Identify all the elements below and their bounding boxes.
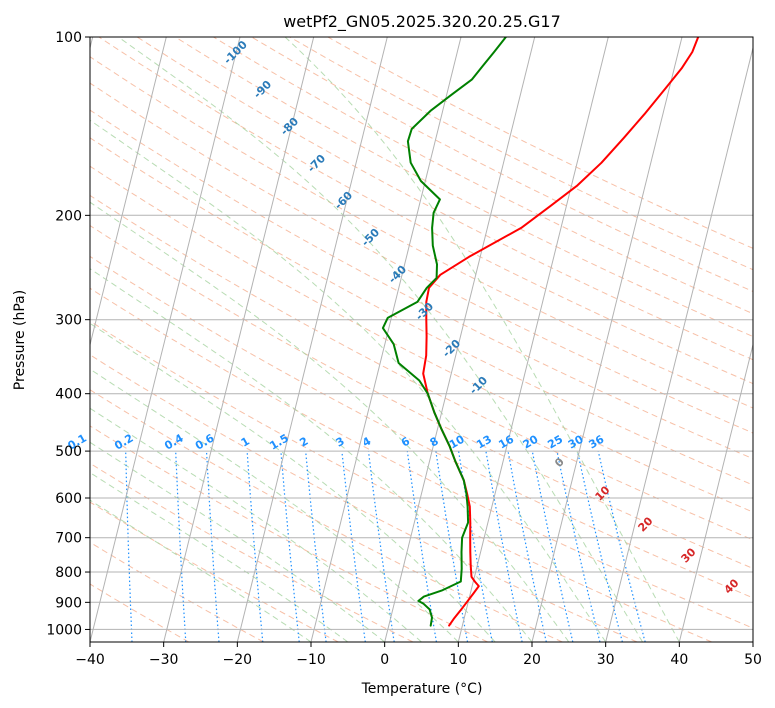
dry-adiabat-line: [90, 82, 753, 434]
mixing-ratio-line: [531, 450, 574, 642]
isotherm-line: [163, 37, 315, 642]
x-tick-label: −30: [149, 652, 179, 668]
dry-adiabat-line: [90, 320, 712, 642]
moist-adiabat-line: [90, 407, 422, 642]
isotherm-line: [678, 342, 753, 642]
x-tick-label: −20: [223, 652, 253, 668]
dry-adiabat-line: [174, 37, 753, 338]
chart-title: wetPf2_GN05.2025.320.20.25.G17: [283, 12, 561, 32]
plot-frame: [89, 36, 754, 643]
isotherm-line: [90, 37, 241, 642]
isotherm-line: [310, 37, 462, 642]
y-tick-label: 300: [55, 313, 82, 329]
isotherm-line: [384, 37, 536, 642]
x-tick-label: 10: [449, 652, 467, 668]
y-axis-label: Pressure (hPa): [12, 290, 28, 390]
x-tick-label: 20: [523, 652, 541, 668]
mixing-ratio-line: [485, 450, 523, 642]
moist-adiabat-line: [90, 472, 349, 642]
grid-layer: [90, 37, 753, 642]
moist-adiabat-line: [284, 37, 680, 642]
isotherm-line: [531, 37, 683, 642]
x-tick-label: 40: [670, 652, 688, 668]
y-tick-label: 700: [55, 531, 82, 547]
dewpoint-profile-line: [381, 37, 507, 627]
dry-adiabat-line: [90, 194, 753, 541]
moist-adiabat-line: [90, 268, 533, 642]
y-tick-label: 900: [55, 595, 82, 611]
y-tick-label: 200: [55, 208, 82, 224]
x-tick-label: −40: [75, 652, 105, 668]
isotherm-line: [457, 37, 609, 642]
x-tick-label: 0: [380, 652, 389, 668]
moist-adiabat-line: [90, 441, 385, 642]
moist-adiabat-line: [90, 368, 459, 642]
x-tick-label: −10: [296, 652, 326, 668]
isotherm-line: [605, 45, 753, 642]
isotherm-line: [90, 37, 167, 347]
y-tick-label: 400: [55, 387, 82, 403]
dry-adiabat-line: [136, 37, 753, 361]
dry-adiabat-line: [90, 583, 190, 642]
dry-adiabat-line: [90, 389, 563, 642]
y-tick-label: 1000: [46, 622, 82, 638]
moist-adiabat-line: [90, 201, 570, 642]
y-tick-label: 800: [55, 565, 82, 581]
dry-adiabat-line: [90, 354, 638, 642]
y-tick-label: 500: [55, 444, 82, 460]
y-tick-label: 600: [55, 491, 82, 507]
axis-layer: −40 −30 −20 −10 0 10 20 30 40 50 1000 900 800 700 600 5…: [46, 30, 762, 668]
mixing-ratio-line: [246, 451, 264, 642]
x-tick-label: 50: [744, 652, 762, 668]
isotherm-line: [236, 37, 388, 642]
mixing-ratio-line: [341, 451, 366, 642]
mixing-ratio-line: [507, 450, 547, 642]
mixing-ratio-line: [280, 451, 300, 642]
y-tick-label: 100: [55, 30, 82, 46]
mixing-ratio-line: [576, 450, 623, 642]
dry-adiabat-line: [251, 37, 753, 293]
x-axis-label: Temperature (°C): [361, 681, 483, 697]
mixing-ratio-line: [556, 450, 601, 642]
series-layer: [381, 37, 700, 627]
mixing-ratio-line: [367, 451, 395, 642]
moist-adiabat-line: [118, 37, 643, 642]
dry-adiabat-line: [90, 165, 753, 513]
x-tick-label: 30: [597, 652, 615, 668]
mixing-ratio-line: [406, 451, 437, 642]
dry-adiabat-line: [90, 425, 488, 642]
moist-adiabat-line: [90, 119, 607, 642]
mixing-ratio-line: [305, 451, 327, 642]
